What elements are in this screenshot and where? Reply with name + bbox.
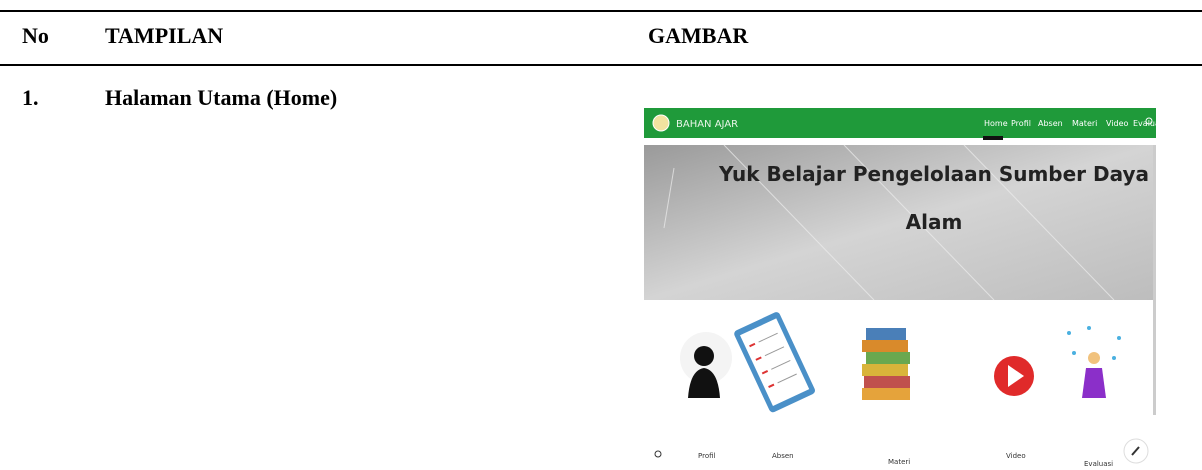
absen-icon	[734, 312, 815, 413]
video-icon	[994, 356, 1034, 396]
hero-title: Alam	[906, 210, 963, 234]
menu-label[interactable]: Evaluasi	[1084, 460, 1113, 468]
nav-item[interactable]: Video	[1106, 119, 1129, 128]
logo	[652, 114, 670, 132]
nav-item[interactable]: Materi	[1072, 119, 1097, 128]
header-rule	[0, 64, 1202, 66]
hero-lines	[663, 144, 1115, 301]
menu-label[interactable]: Materi	[888, 458, 910, 466]
nav-item[interactable]: Evaluasi	[1133, 119, 1156, 128]
edit-pencil	[1131, 446, 1140, 456]
nav-item[interactable]: Profil	[1011, 119, 1031, 128]
hero-title: Yuk Belajar Pengelolaan Sumber Daya	[718, 162, 1149, 186]
brand: BAHAN AJAR	[676, 119, 738, 130]
top-rule	[0, 10, 1202, 12]
materi-icon	[862, 328, 910, 400]
menu-label[interactable]: Absen	[772, 452, 794, 460]
profil-icon	[680, 332, 732, 398]
header-tampilan: TAMPILAN	[105, 23, 224, 48]
row-tampilan: Halaman Utama (Home)	[105, 85, 338, 110]
nav-item[interactable]: Home	[984, 119, 1008, 128]
evaluasi-icon	[1067, 326, 1121, 398]
screenshot: BAHAN AJAR Home Profil Absen Materi Vide…	[644, 108, 1156, 470]
header-gambar: GAMBAR	[648, 23, 749, 48]
menu-label[interactable]: Video	[1006, 452, 1026, 460]
row-no: 1.	[22, 85, 39, 110]
navbar	[644, 108, 1156, 138]
info-icon	[654, 450, 662, 458]
scrollbar	[1153, 145, 1156, 415]
search-icon[interactable]	[1145, 117, 1153, 125]
hero	[644, 145, 1154, 300]
menu-label[interactable]: Profil	[698, 452, 716, 460]
header-no: No	[22, 23, 49, 48]
nav-item[interactable]: Absen	[1038, 119, 1063, 128]
nav-underline	[983, 136, 1003, 140]
